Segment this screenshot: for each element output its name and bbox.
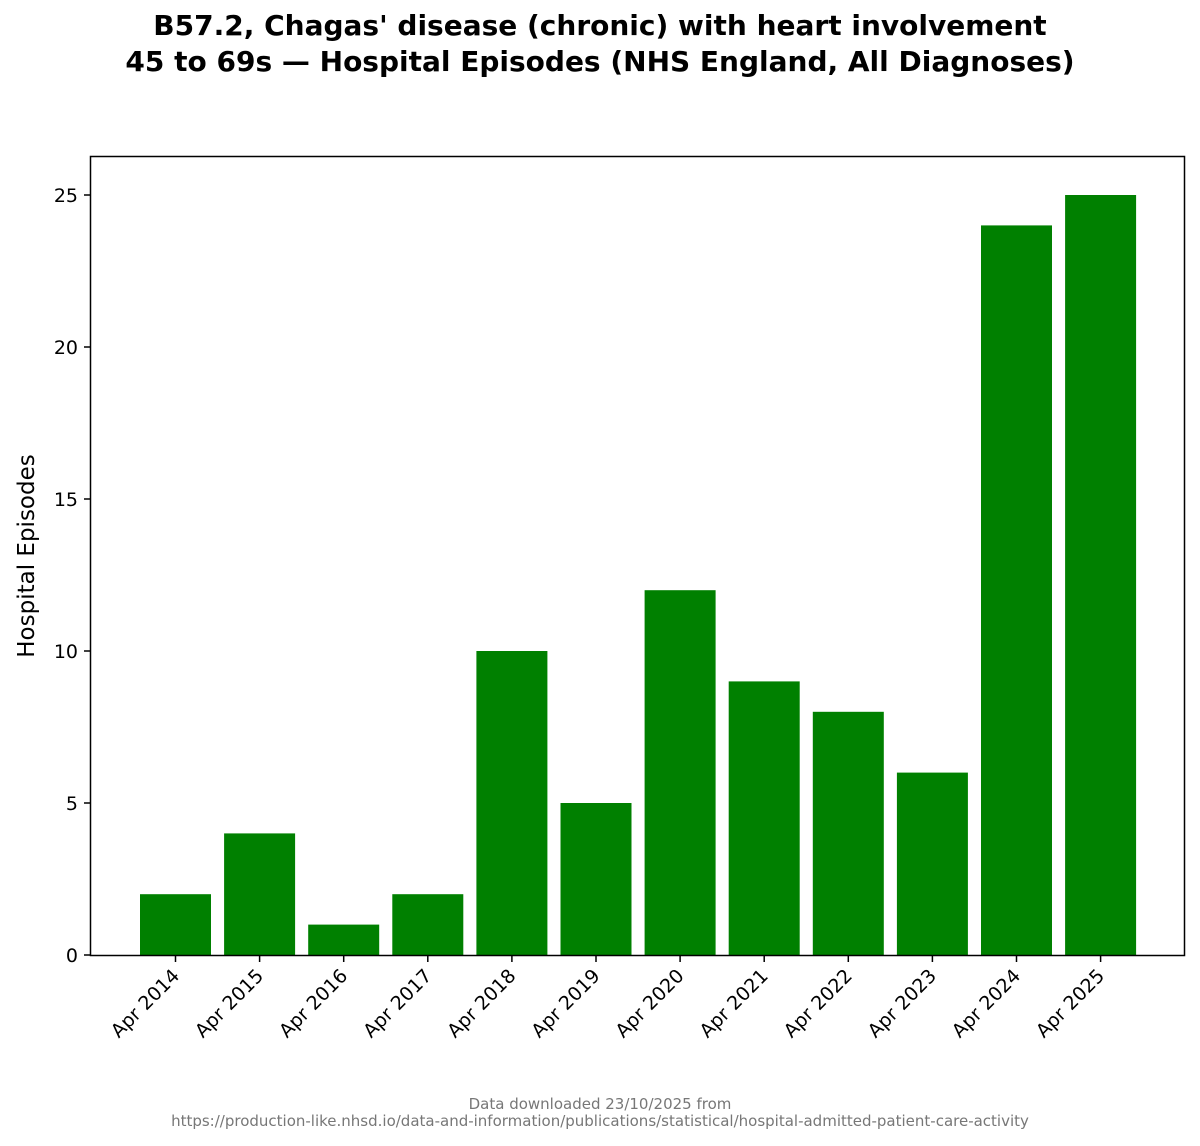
- bar-apr-2015: [224, 833, 296, 955]
- bar-apr-2016: [308, 924, 380, 955]
- chart-title: B57.2, Chagas' disease (chronic) with he…: [0, 8, 1200, 80]
- y-tick-label: 0: [66, 945, 78, 967]
- chart-title-line-1: B57.2, Chagas' disease (chronic) with he…: [153, 9, 1047, 42]
- bar-apr-2014: [140, 894, 211, 955]
- x-tick-label: Apr 2018: [443, 965, 520, 1042]
- x-tick-label: Apr 2020: [611, 965, 688, 1042]
- y-tick-label: 10: [54, 641, 78, 663]
- x-tick-label: Apr 2019: [527, 965, 604, 1042]
- source-footer-line-1: Data downloaded 23/10/2025 from: [468, 1095, 732, 1113]
- source-footer-line-2: https://production-like.nhsd.io/data-and…: [171, 1112, 1029, 1130]
- y-tick-label: 20: [54, 337, 78, 359]
- y-tick-label: 25: [54, 185, 78, 207]
- bar-apr-2025: [1065, 195, 1137, 955]
- x-tick-label: Apr 2023: [864, 965, 941, 1042]
- y-axis-ticks: 0 5 10 15 20 25: [54, 185, 91, 967]
- bar-apr-2021: [728, 681, 800, 955]
- y-tick-label: 15: [54, 489, 78, 511]
- bar-apr-2020: [644, 590, 716, 955]
- bar-apr-2017: [392, 894, 464, 955]
- x-tick-label: Apr 2025: [1032, 965, 1109, 1042]
- chart-title-line-2: 45 to 69s — Hospital Episodes (NHS Engla…: [125, 45, 1075, 78]
- bar-apr-2024: [981, 225, 1052, 955]
- plot-area-frame: [89, 155, 1186, 957]
- y-tick-label: 5: [66, 793, 78, 815]
- bars-group: [140, 195, 1137, 955]
- source-footer: Data downloaded 23/10/2025 from https://…: [0, 1096, 1200, 1130]
- x-tick-label: Apr 2017: [359, 965, 436, 1042]
- x-tick-label: Apr 2014: [107, 965, 184, 1042]
- x-tick-label: Apr 2015: [191, 965, 268, 1042]
- y-axis-label: Hospital Episodes: [14, 454, 40, 657]
- x-axis-ticks: Apr 2014 Apr 2015 Apr 2016 Apr 2017 Apr 2018…: [107, 955, 1109, 1042]
- bar-apr-2019: [560, 803, 632, 955]
- x-tick-label: Apr 2021: [695, 965, 772, 1042]
- bar-apr-2022: [812, 711, 884, 955]
- x-tick-label: Apr 2016: [275, 965, 352, 1042]
- bar-apr-2023: [896, 772, 968, 955]
- x-tick-label: Apr 2022: [780, 965, 857, 1042]
- x-tick-label: Apr 2024: [948, 965, 1025, 1042]
- bar-apr-2018: [476, 651, 548, 955]
